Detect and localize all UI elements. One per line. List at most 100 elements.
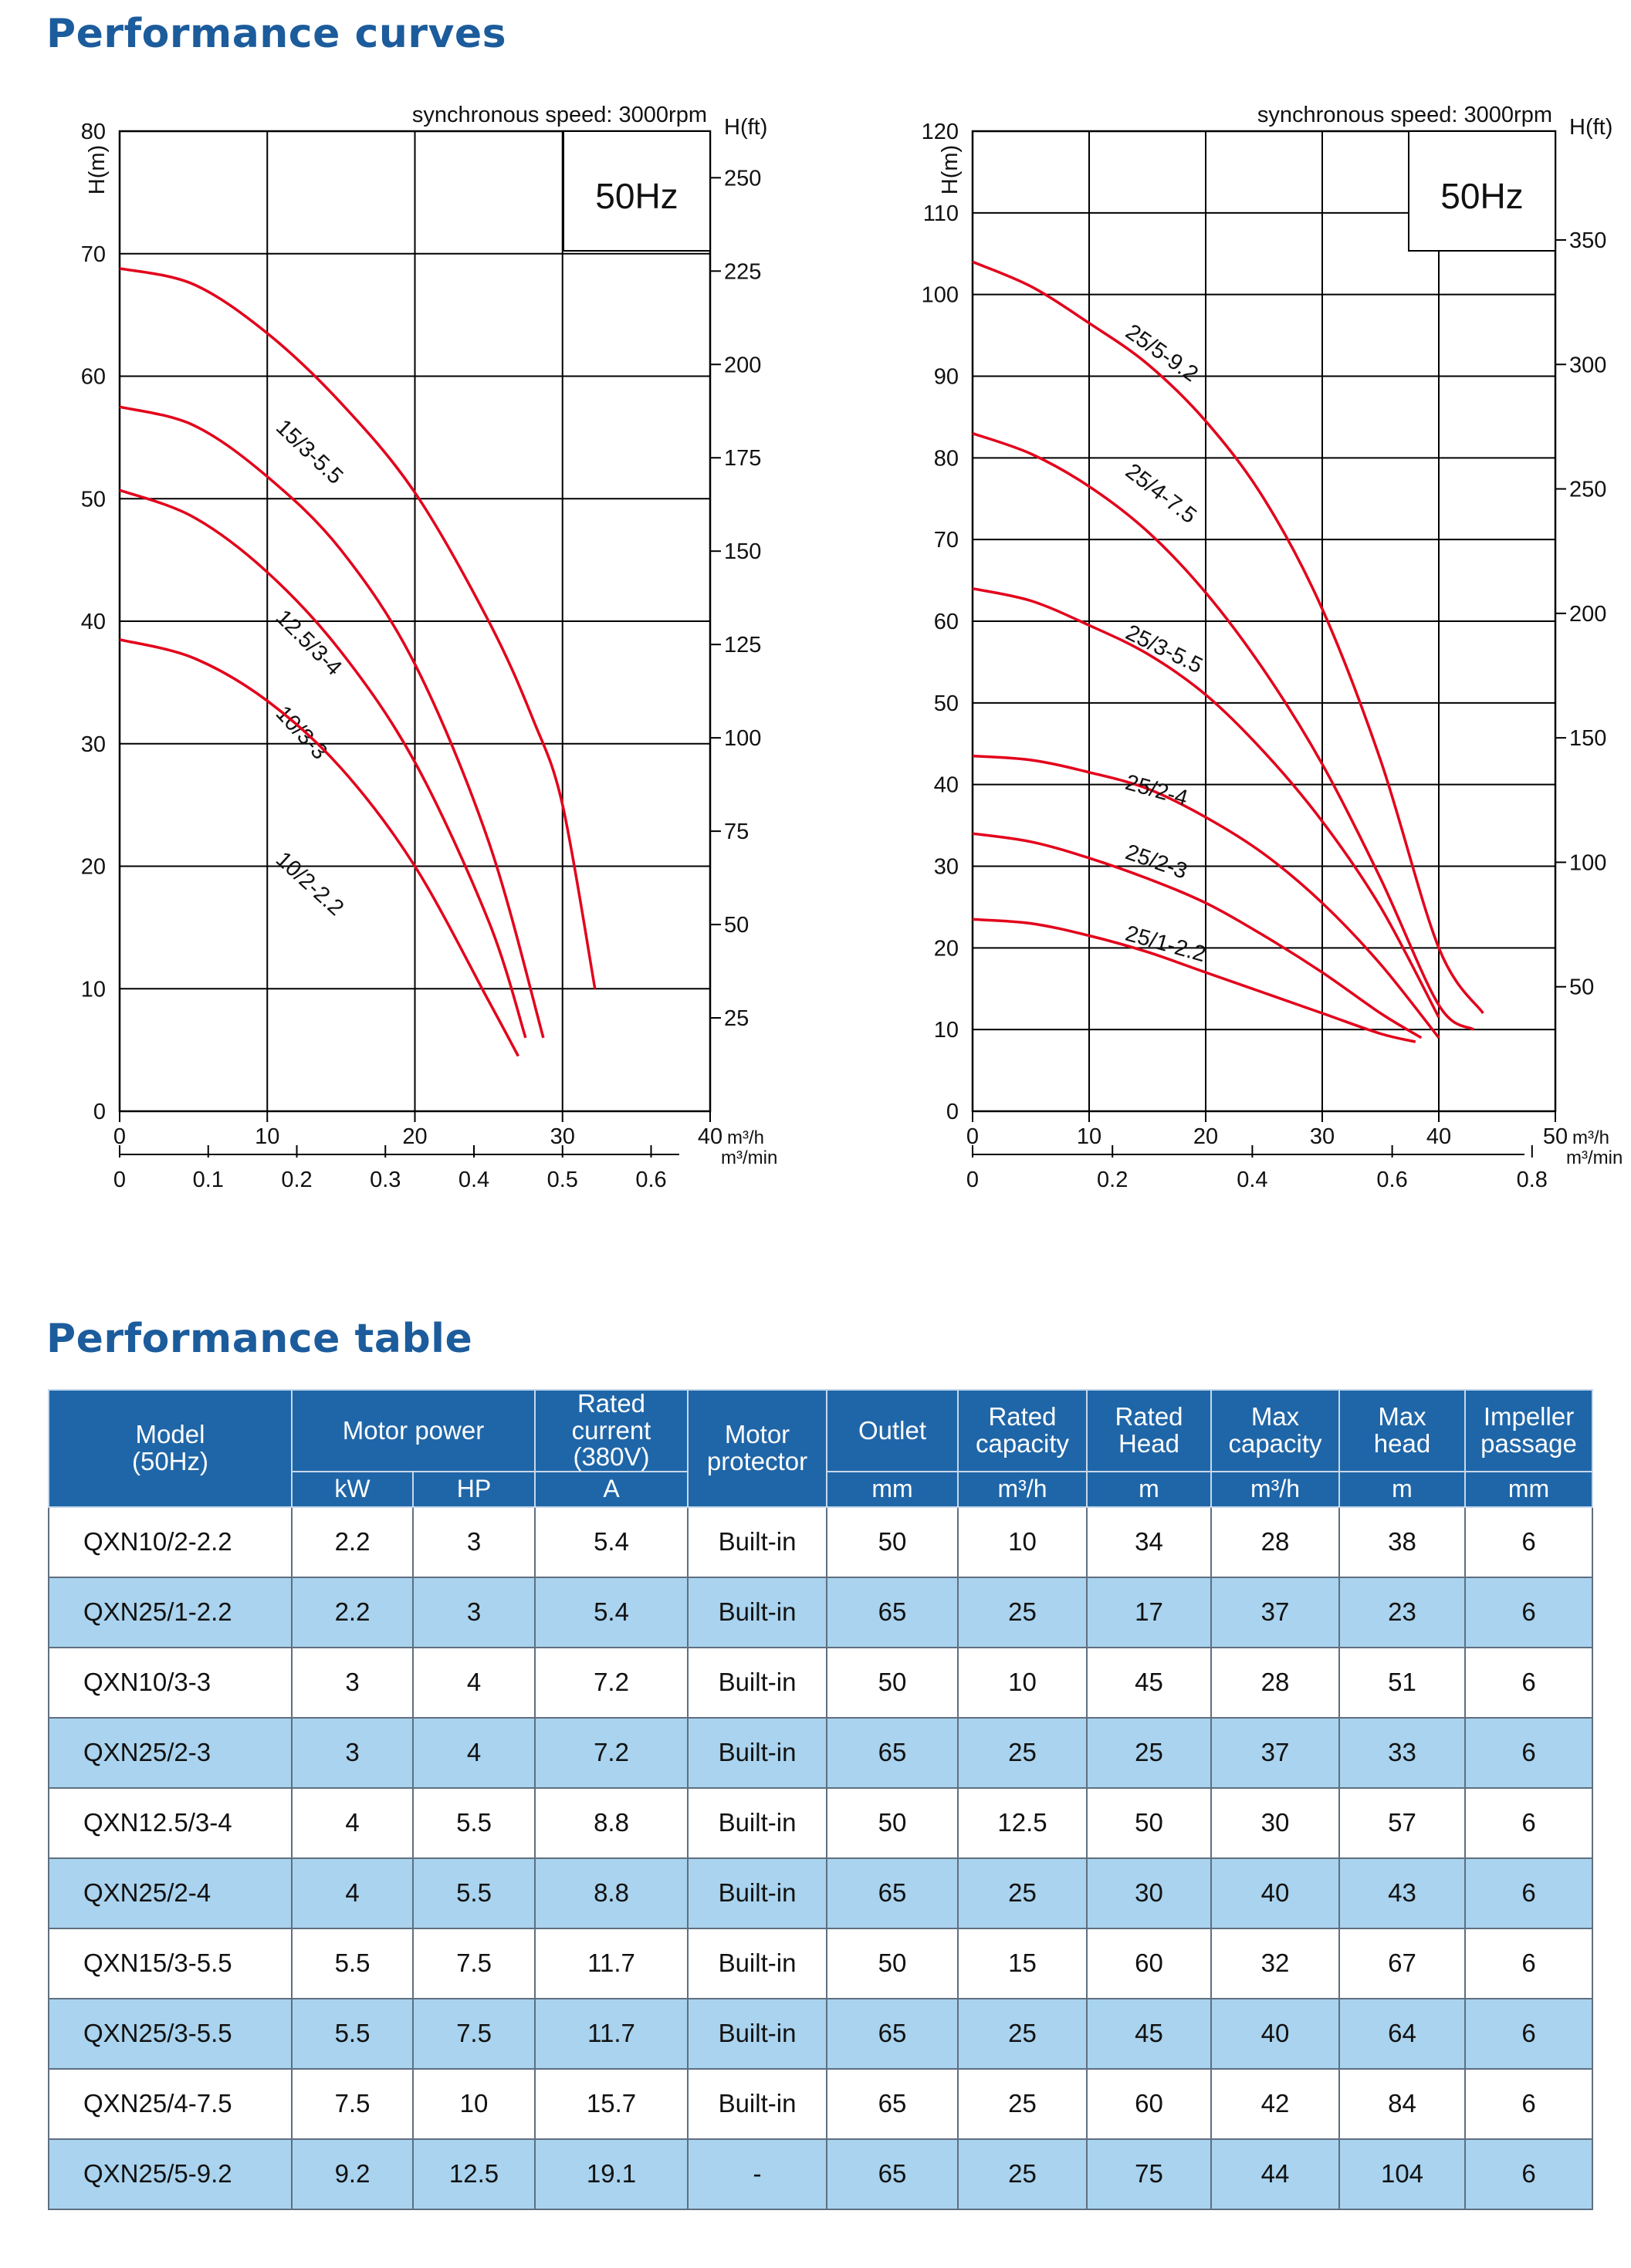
y-tick-label: 0 <box>946 1100 959 1124</box>
x2-tick-label: 0.4 <box>1237 1168 1267 1192</box>
cell-outlet: 50 <box>826 1646 959 1719</box>
x-tick-label: 40 <box>1426 1124 1451 1149</box>
cell-max-head: 33 <box>1338 1716 1466 1789</box>
cell-outlet: 50 <box>826 1927 959 1999</box>
y-tick-label: 120 <box>922 120 959 144</box>
unit-kw: kW <box>291 1470 414 1508</box>
cell-rated-capacity: 12.5 <box>957 1786 1088 1859</box>
ft-tick-label: 25 <box>724 1006 749 1031</box>
chart-left-svg: 50Hz synchronous speed: 3000rpm H(m) H(ft) 0… <box>81 103 778 1192</box>
cell-impeller: 6 <box>1464 1997 1593 2070</box>
series-label: 25/2-4 <box>1122 770 1190 811</box>
cell-current: 11.7 <box>534 1997 689 2070</box>
cell-max-capacity: 42 <box>1210 2067 1340 2140</box>
cell-impeller: 6 <box>1464 2067 1593 2140</box>
x-tick-label: 30 <box>550 1124 575 1149</box>
x2-unit-label: m³/min <box>1566 1148 1623 1168</box>
cell-current: 19.1 <box>534 2138 689 2210</box>
table-row: QXN10/2-2.2 2.2 3 5.4 Built-in 50 10 34 28 38 6 <box>48 1506 1593 1578</box>
cell-current: 8.8 <box>534 1786 689 1859</box>
cell-hp: 7.5 <box>412 1997 536 2070</box>
series-label: 25/3-5.5 <box>1122 620 1206 679</box>
table-row: QXN12.5/3-4 4 5.5 8.8 Built-in 50 12.5 50 30 57 6 <box>48 1786 1593 1859</box>
x-tick-label: 40 <box>698 1124 722 1149</box>
header-motor-power: Motor power <box>291 1389 536 1472</box>
x2-tick-label: 0.5 <box>547 1168 578 1192</box>
cell-kw: 7.5 <box>291 2067 414 2140</box>
table-row: QXN25/1-2.2 2.2 3 5.4 Built-in 65 25 17 37 23 6 <box>48 1576 1593 1648</box>
x-unit-label: m³/h <box>727 1127 764 1148</box>
cell-kw: 4 <box>291 1857 414 1929</box>
cell-rated-capacity: 25 <box>957 2138 1088 2210</box>
x-tick-label: 50 <box>1543 1124 1568 1149</box>
series-label: 25/2-3 <box>1122 840 1190 884</box>
y-axis-label-left: H(m) <box>938 145 963 194</box>
cell-kw: 5.5 <box>291 1927 414 1999</box>
cell-protector: Built-in <box>687 1997 827 2070</box>
cell-rated-head: 75 <box>1086 2138 1212 2210</box>
x-tick-label: 20 <box>402 1124 427 1149</box>
y-tick-label: 60 <box>81 365 106 390</box>
header-impeller-passage: Impeller passage <box>1464 1389 1593 1472</box>
x-tick-label: 0 <box>113 1124 126 1149</box>
cell-max-head: 43 <box>1338 1857 1466 1929</box>
cell-rated-head: 30 <box>1086 1857 1212 1929</box>
ft-tick-label: 200 <box>724 353 761 377</box>
y-tick-label: 110 <box>923 201 959 226</box>
cell-rated-head: 45 <box>1086 1997 1212 2070</box>
cell-rated-capacity: 10 <box>957 1646 1088 1719</box>
chart-plot: 50Hz synchronous speed: 3000rpm H(m) H(ft) 0… <box>922 103 1623 1192</box>
cell-hp: 5.5 <box>412 1857 536 1929</box>
y-tick-label: 40 <box>81 610 106 634</box>
cell-rated-head: 34 <box>1086 1506 1212 1578</box>
x2-tick-label: 0.4 <box>459 1168 489 1192</box>
speed-label: synchronous speed: 3000rpm <box>412 103 707 127</box>
table-row: QXN25/4-7.5 7.5 10 15.7 Built-in 65 25 60 42 84 6 <box>48 2067 1593 2140</box>
chart-plot: 50Hz synchronous speed: 3000rpm H(m) H(ft) 0… <box>81 103 778 1192</box>
y-tick-label: 80 <box>934 446 959 471</box>
cell-protector: Built-in <box>687 2067 827 2140</box>
header-motor-protector: Motor protector <box>687 1389 827 1508</box>
ft-tick-label: 100 <box>724 726 761 751</box>
series-label: 25/1-2.2 <box>1122 921 1208 968</box>
cell-hp: 4 <box>412 1646 536 1719</box>
cell-max-head: 67 <box>1338 1927 1466 1999</box>
x2-tick-label: 0.6 <box>1376 1168 1407 1192</box>
cell-outlet: 65 <box>826 2138 959 2210</box>
cell-protector: Built-in <box>687 1857 827 1929</box>
cell-kw: 9.2 <box>291 2138 414 2210</box>
cell-max-head: 38 <box>1338 1506 1466 1578</box>
y-axis-label-right: H(ft) <box>1569 115 1612 140</box>
cell-max-head: 64 <box>1338 1997 1466 2070</box>
cell-outlet: 65 <box>826 1576 959 1648</box>
cell-protector: Built-in <box>687 1646 827 1719</box>
header-rated-current: Rated current (380V) <box>534 1389 689 1472</box>
cell-rated-head: 25 <box>1086 1716 1212 1789</box>
frequency-label: 50Hz <box>595 176 678 216</box>
cell-max-capacity: 28 <box>1210 1506 1340 1578</box>
series-line <box>972 918 1416 1043</box>
series-label: 10/2-2.2 <box>271 847 348 921</box>
table-row: QXN25/5-9.2 9.2 12.5 19.1-65 25 75 44 104 6 <box>48 2138 1593 2210</box>
cell-model: QXN10/3-3 <box>48 1646 293 1719</box>
y-tick-label: 60 <box>934 610 959 634</box>
header-max-head: Max head <box>1338 1389 1466 1472</box>
performance-chart-left: 50Hz synchronous speed: 3000rpm H(m) H(ft) 0… <box>62 77 865 1204</box>
cell-current: 15.7 <box>534 2067 689 2140</box>
cell-model: QXN10/2-2.2 <box>48 1506 293 1578</box>
y-tick-label: 100 <box>922 283 959 308</box>
cell-rated-head: 45 <box>1086 1646 1212 1719</box>
ft-tick-label: 50 <box>724 913 749 938</box>
series-line <box>972 586 1440 1019</box>
cell-rated-capacity: 15 <box>957 1927 1088 1999</box>
y-tick-label: 80 <box>81 120 106 144</box>
x2-tick-label: 0.6 <box>635 1168 666 1192</box>
ft-tick-label: 150 <box>1569 726 1606 751</box>
cell-max-head: 104 <box>1338 2138 1466 2210</box>
table-row: QXN25/2-4 4 5.5 8.8 Built-in 65 25 30 40 43 6 <box>48 1857 1593 1929</box>
unit-max-capacity: m³/h <box>1210 1470 1340 1508</box>
x2-tick-label: 0.3 <box>370 1168 401 1192</box>
cell-impeller: 6 <box>1464 2138 1593 2210</box>
cell-model: QXN25/2-3 <box>48 1716 293 1789</box>
cell-max-head: 51 <box>1338 1646 1466 1719</box>
